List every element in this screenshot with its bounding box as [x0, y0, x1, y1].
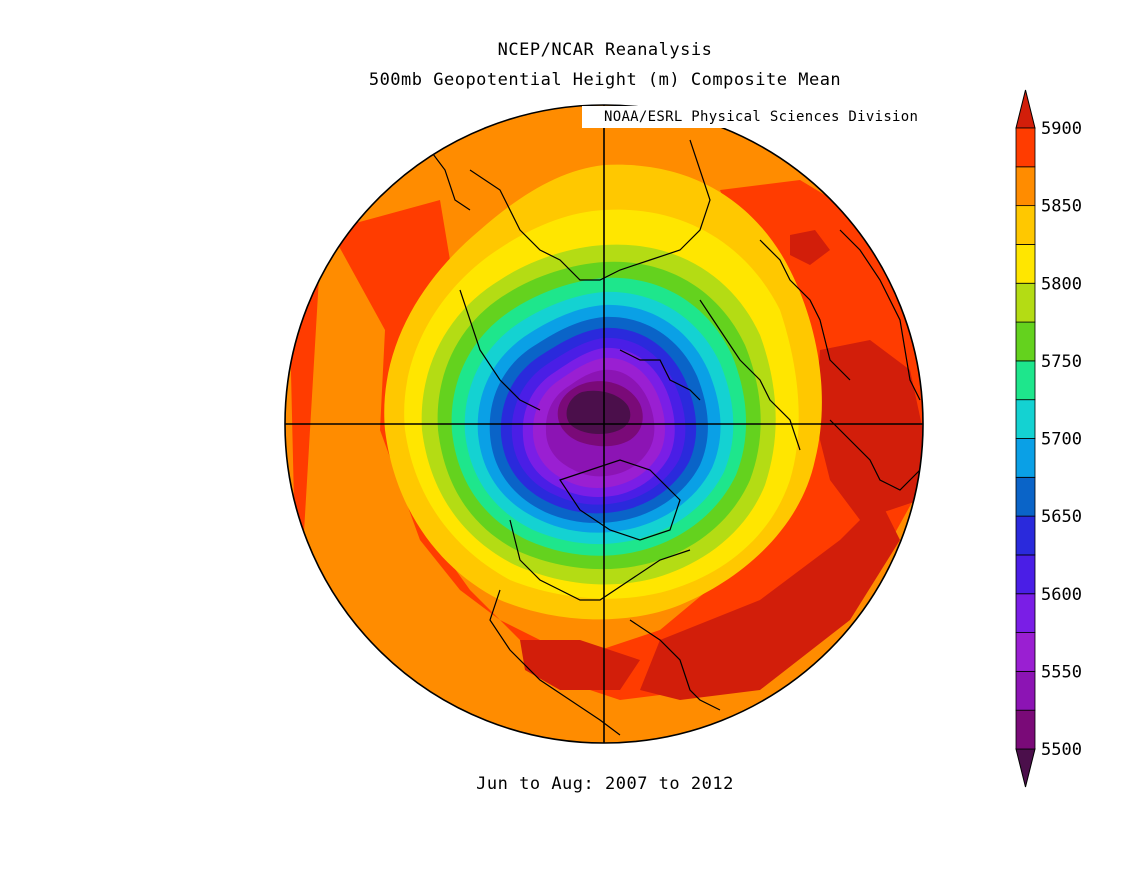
colorbar-tick-label: 5850 — [1041, 197, 1082, 217]
colorbar-tick-label: 5500 — [1041, 740, 1082, 760]
colorbar-swatch — [1015, 399, 1036, 439]
contour-5925-hot — [520, 230, 923, 700]
colorbar-swatch — [1015, 476, 1036, 517]
colorbar-swatch — [1015, 554, 1036, 595]
colorbar: 5500 5550 5600 5650 5700 5750 5800 5850 5900 — [1015, 89, 1082, 788]
colorbar-swatch — [1015, 709, 1036, 750]
colorbar-swatch — [1015, 321, 1036, 362]
map-title: NCEP/NCAR Reanalysis — [497, 40, 713, 60]
colorbar-swatch — [1015, 360, 1036, 401]
contour-5500 — [566, 390, 631, 434]
colorbar-tick-label: 5800 — [1041, 274, 1082, 294]
colorbar-swatch — [1015, 244, 1036, 284]
colorbar-tick-label: 5600 — [1041, 585, 1082, 605]
colorbar-swatch — [1015, 515, 1036, 556]
map-subtitle: 500mb Geopotential Height (m) Composite … — [368, 70, 842, 90]
colorbar-swatch — [1015, 127, 1036, 168]
colorbar-tick-label: 5650 — [1041, 507, 1082, 527]
period-label: Jun to Aug: 2007 to 2012 — [476, 774, 734, 794]
colorbar-tick-label: 5750 — [1041, 352, 1082, 372]
colorbar-tick-label: 5900 — [1041, 119, 1082, 139]
colorbar-swatch — [1015, 632, 1036, 672]
contour-5900-europe — [720, 180, 923, 390]
credit-label: NOAA/ESRL Physical Sciences Division — [582, 106, 922, 128]
map-border — [284, 104, 924, 744]
colorbar-swatch — [1015, 205, 1036, 245]
colorbar-swatch — [1015, 593, 1036, 633]
colorbar-swatch — [1015, 166, 1036, 207]
colorbar-swatch — [1015, 282, 1036, 323]
colorbar-swatch — [1015, 438, 1036, 478]
colorbar-tick-label: 5550 — [1041, 662, 1082, 682]
colorbar-swatch — [1015, 670, 1036, 711]
colorbar-tick-label: 5700 — [1041, 430, 1082, 450]
coastlines — [429, 139, 921, 736]
colorbar-extend-high — [1015, 89, 1036, 129]
